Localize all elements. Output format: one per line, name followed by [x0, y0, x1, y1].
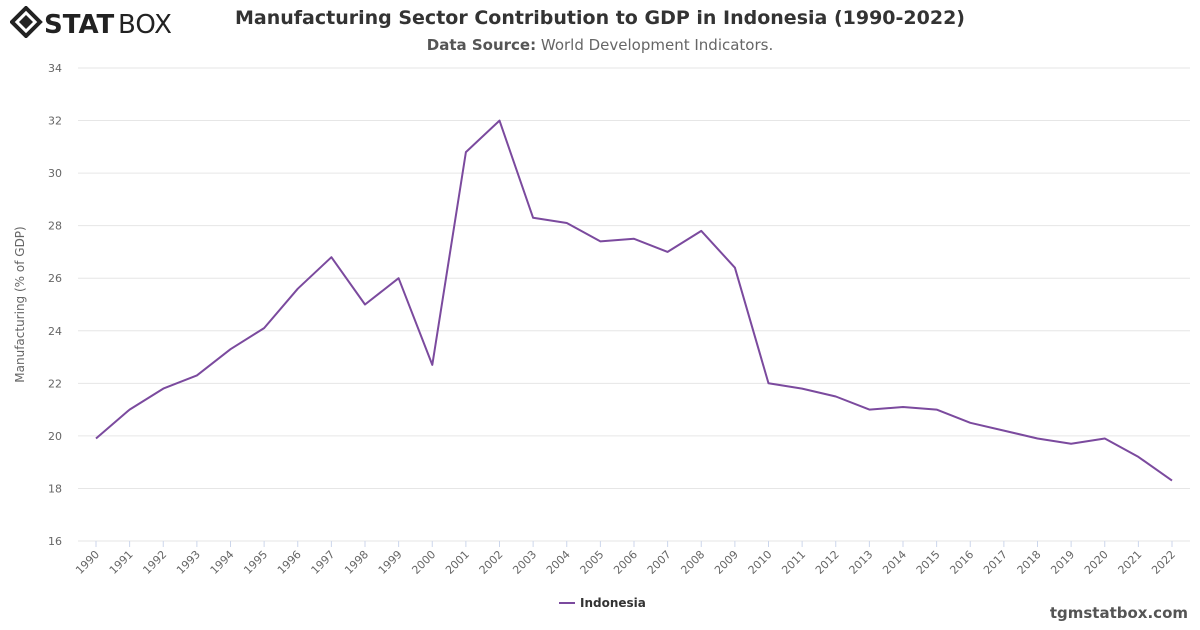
- x-tick-label: 1997: [309, 548, 338, 577]
- data-point: [498, 119, 502, 123]
- y-tick-label: 24: [48, 325, 62, 338]
- data-point: [834, 394, 838, 398]
- x-tick-label: 2008: [678, 548, 707, 577]
- y-tick-label: 30: [48, 167, 62, 180]
- x-tick-label: 2007: [645, 548, 674, 577]
- data-point: [935, 408, 939, 412]
- x-tick-label: 2006: [611, 548, 640, 577]
- subtitle-label: Data Source:: [426, 36, 537, 54]
- data-point: [867, 408, 871, 412]
- x-tick-label: 2022: [1149, 548, 1178, 577]
- data-point: [262, 326, 266, 330]
- svg-text:BOX: BOX: [118, 10, 172, 38]
- data-point: [767, 381, 771, 385]
- y-tick-label: 16: [48, 535, 62, 548]
- x-tick-label: 2016: [947, 548, 976, 577]
- x-tick-label: 2018: [1015, 548, 1044, 577]
- y-axis-title: Manufacturing (% of GDP): [13, 226, 27, 382]
- data-point: [430, 363, 434, 367]
- data-point: [531, 216, 535, 220]
- x-tick-label: 2001: [443, 548, 472, 577]
- x-tick-label: 2019: [1048, 548, 1077, 577]
- legend-item[interactable]: Indonesia: [580, 596, 646, 610]
- x-tick-label: 1991: [107, 548, 136, 577]
- y-tick-label: 28: [48, 220, 62, 233]
- x-tick-label: 2002: [477, 548, 506, 577]
- x-tick-label: 1996: [275, 548, 304, 577]
- y-tick-label: 26: [48, 272, 62, 285]
- x-tick-label: 2020: [1082, 548, 1111, 577]
- x-tick-label: 2000: [409, 548, 438, 577]
- y-tick-label: 32: [48, 115, 62, 128]
- x-tick-label: 2017: [981, 548, 1010, 577]
- data-point: [296, 287, 300, 291]
- y-tick-label: 20: [48, 430, 62, 443]
- x-tick-label: 1999: [376, 548, 405, 577]
- data-point: [363, 303, 367, 307]
- data-point: [1136, 455, 1140, 459]
- data-point: [1170, 479, 1174, 483]
- x-tick-label: 2009: [712, 548, 741, 577]
- data-point: [94, 437, 98, 441]
- data-point: [464, 150, 468, 154]
- x-tick-label: 1990: [73, 548, 102, 577]
- y-tick-label: 18: [48, 482, 62, 495]
- chart-title: Manufacturing Sector Contribution to GDP…: [235, 7, 965, 29]
- subtitle-value: World Development Indicators.: [536, 36, 774, 54]
- chart-subtitle: Data Source: World Development Indicator…: [0, 36, 1200, 54]
- x-tick-label: 2015: [914, 548, 943, 577]
- x-tick-label: 2011: [779, 548, 808, 577]
- data-point: [1103, 437, 1107, 441]
- svg-text:STAT: STAT: [44, 10, 115, 38]
- data-point: [968, 421, 972, 425]
- data-point: [161, 387, 165, 391]
- data-point: [1036, 437, 1040, 441]
- data-point: [901, 405, 905, 409]
- y-tick-label: 34: [48, 62, 62, 75]
- statbox-logo: STAT BOX: [10, 6, 172, 38]
- x-tick-label: 1992: [140, 548, 169, 577]
- x-tick-label: 2012: [813, 548, 842, 577]
- data-point: [598, 239, 602, 243]
- x-tick-label: 1998: [342, 548, 371, 577]
- x-tick-label: 1993: [174, 548, 203, 577]
- y-tick-label: 22: [48, 377, 62, 390]
- data-point: [229, 347, 233, 351]
- credit-link[interactable]: tgmstatbox.com: [1049, 604, 1188, 622]
- data-point: [1069, 442, 1073, 446]
- data-point: [397, 276, 401, 280]
- data-point: [565, 221, 569, 225]
- x-tick-label: 1994: [208, 548, 237, 577]
- x-tick-label: 2003: [510, 548, 539, 577]
- x-tick-label: 2004: [544, 548, 573, 577]
- x-tick-label: 2014: [880, 548, 909, 577]
- data-point: [699, 229, 703, 233]
- data-point: [128, 408, 132, 412]
- data-point: [329, 255, 333, 259]
- data-point: [632, 237, 636, 241]
- data-point: [666, 250, 670, 254]
- x-tick-label: 2010: [746, 548, 775, 577]
- data-point: [733, 266, 737, 270]
- data-point: [800, 387, 804, 391]
- x-tick-label: 2013: [847, 548, 876, 577]
- x-tick-label: 2021: [1116, 548, 1145, 577]
- data-point: [195, 373, 199, 377]
- series-line-indonesia: [95, 119, 1173, 482]
- diamond-logo-icon: [10, 6, 43, 38]
- x-tick-label: 2005: [578, 548, 607, 577]
- data-point: [1002, 429, 1006, 433]
- x-tick-label: 1995: [241, 548, 270, 577]
